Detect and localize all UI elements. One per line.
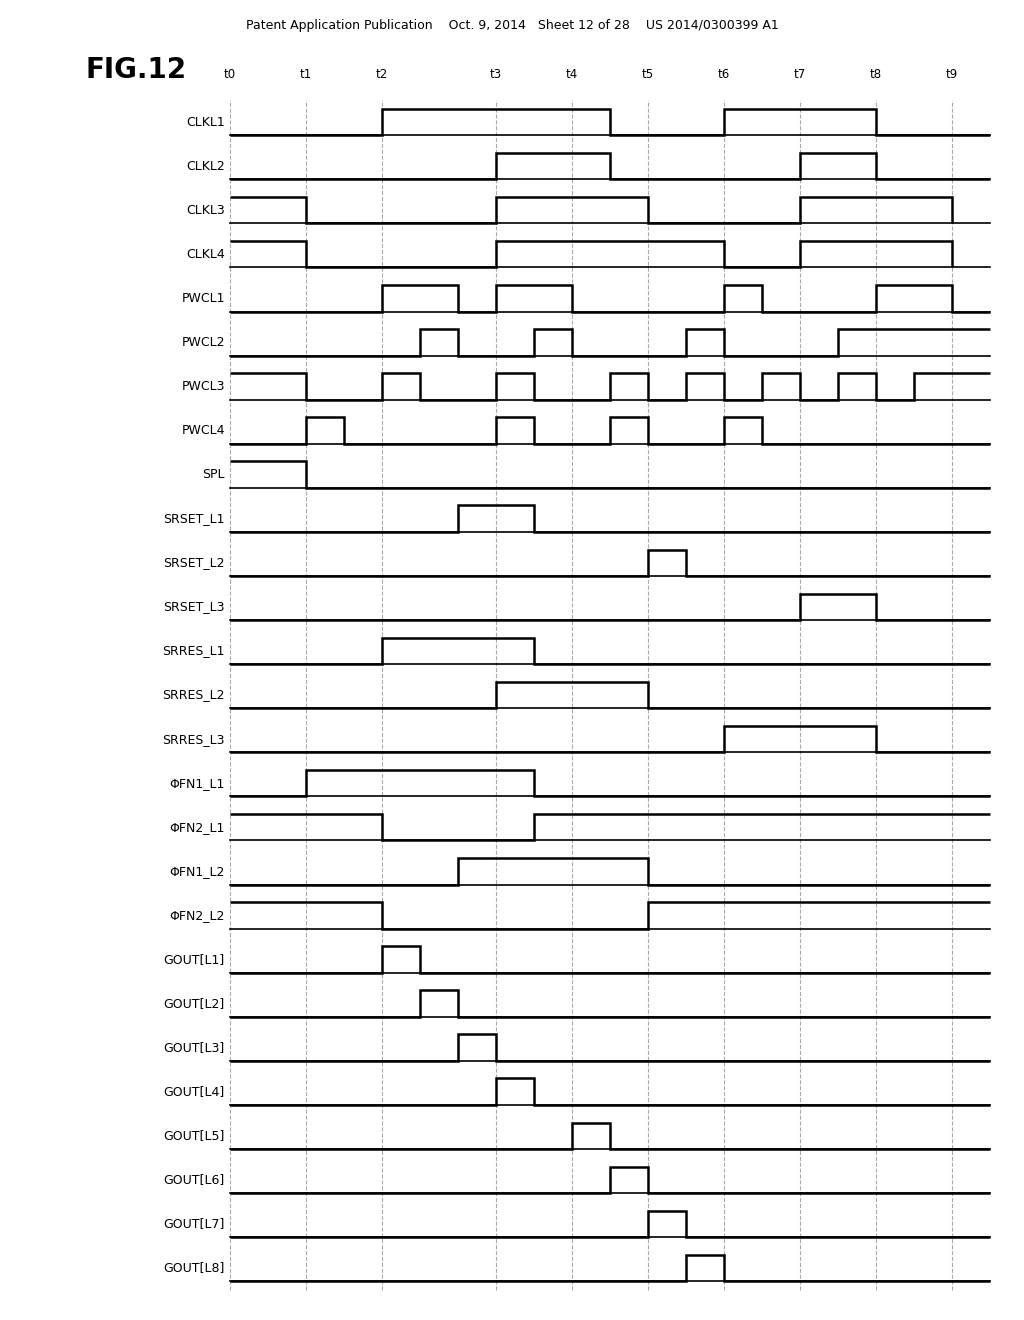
Text: t6: t6 <box>718 69 730 82</box>
Text: t2: t2 <box>376 69 388 82</box>
Text: SRRES_L3: SRRES_L3 <box>163 733 225 746</box>
Text: GOUT[L6]: GOUT[L6] <box>164 1173 225 1187</box>
Text: CLKL1: CLKL1 <box>186 116 225 128</box>
Text: GOUT[L5]: GOUT[L5] <box>164 1129 225 1142</box>
Text: t8: t8 <box>870 69 882 82</box>
Text: SPL: SPL <box>203 469 225 480</box>
Text: ΦFN1_L1: ΦFN1_L1 <box>170 776 225 789</box>
Text: GOUT[L1]: GOUT[L1] <box>164 953 225 966</box>
Text: PWCL2: PWCL2 <box>181 335 225 348</box>
Text: SRRES_L1: SRRES_L1 <box>163 644 225 657</box>
Text: t9: t9 <box>946 69 958 82</box>
Text: t7: t7 <box>794 69 806 82</box>
Text: t1: t1 <box>300 69 312 82</box>
Text: PWCL1: PWCL1 <box>181 292 225 305</box>
Text: GOUT[L2]: GOUT[L2] <box>164 997 225 1010</box>
Text: ΦFN2_L1: ΦFN2_L1 <box>170 821 225 834</box>
Text: CLKL4: CLKL4 <box>186 248 225 261</box>
Text: GOUT[L8]: GOUT[L8] <box>164 1262 225 1275</box>
Text: PWCL4: PWCL4 <box>181 424 225 437</box>
Text: SRSET_L1: SRSET_L1 <box>164 512 225 525</box>
Text: Patent Application Publication    Oct. 9, 2014   Sheet 12 of 28    US 2014/03003: Patent Application Publication Oct. 9, 2… <box>246 18 778 32</box>
Text: GOUT[L7]: GOUT[L7] <box>164 1217 225 1230</box>
Text: PWCL3: PWCL3 <box>181 380 225 393</box>
Text: ΦFN1_L2: ΦFN1_L2 <box>170 865 225 878</box>
Text: GOUT[L3]: GOUT[L3] <box>164 1041 225 1055</box>
Text: FIG.12: FIG.12 <box>85 55 186 84</box>
Text: GOUT[L4]: GOUT[L4] <box>164 1085 225 1098</box>
Text: ΦFN2_L2: ΦFN2_L2 <box>170 909 225 921</box>
Text: SRSET_L3: SRSET_L3 <box>164 601 225 614</box>
Text: t5: t5 <box>642 69 654 82</box>
Text: SRSET_L2: SRSET_L2 <box>164 556 225 569</box>
Text: t3: t3 <box>489 69 502 82</box>
Text: t0: t0 <box>224 69 237 82</box>
Text: CLKL2: CLKL2 <box>186 160 225 173</box>
Text: SRRES_L2: SRRES_L2 <box>163 689 225 701</box>
Text: t4: t4 <box>566 69 579 82</box>
Text: CLKL3: CLKL3 <box>186 203 225 216</box>
